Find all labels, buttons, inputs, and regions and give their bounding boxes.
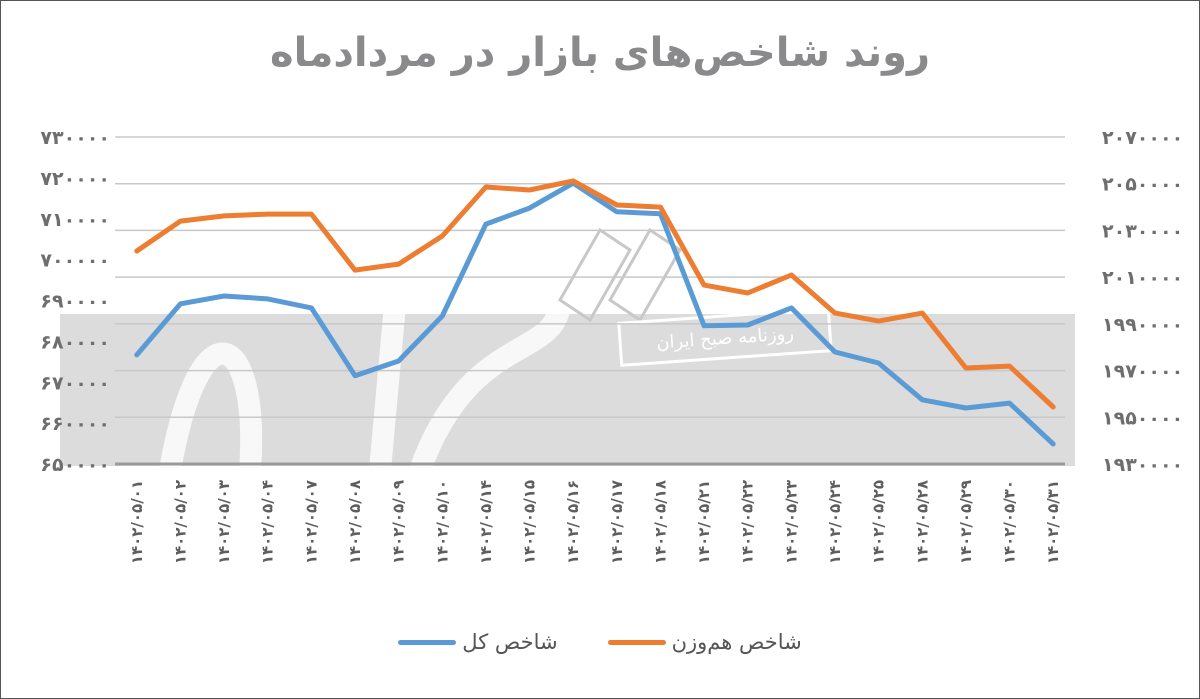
- svg-text:۶۶۰۰۰۰: ۶۶۰۰۰۰: [40, 413, 110, 435]
- gridlines: [115, 136, 1065, 466]
- svg-text:۱۴۰۲/۰۵/۱۸: ۱۴۰۲/۰۵/۱۸: [651, 480, 669, 564]
- svg-text:۶۵۰۰۰۰: ۶۵۰۰۰۰: [40, 454, 110, 476]
- y-axis-right: ۲۰۷۰۰۰۰ ۲۰۵۰۰۰۰ ۲۰۳۰۰۰۰ ۲۰۱۰۰۰۰ ۱۹۹۰۰۰۰ ۱۹۷۰۰…: [1102, 127, 1183, 476]
- series-line: [134, 180, 1056, 447]
- svg-text:۱۴۰۲/۰۵/۳۱: ۱۴۰۲/۰۵/۳۱: [1044, 480, 1062, 564]
- legend-label: شاخص هم‌وزن: [671, 630, 802, 654]
- svg-text:۲۰۱۰۰۰۰: ۲۰۱۰۰۰۰: [1102, 267, 1183, 289]
- svg-text:۱۴۰۲/۰۵/۰۷: ۱۴۰۲/۰۵/۰۷: [302, 480, 320, 564]
- svg-text:۱۹۳۰۰۰۰: ۱۹۳۰۰۰۰: [1102, 454, 1183, 476]
- svg-text:۱۴۰۲/۰۵/۱۴: ۱۴۰۲/۰۵/۱۴: [477, 480, 495, 564]
- svg-text:۱۴۰۲/۰۵/۰۳: ۱۴۰۲/۰۵/۰۳: [215, 480, 233, 564]
- chart-title: روند شاخص‌های بازار در مردادماه: [269, 30, 931, 76]
- svg-text:۱۴۰۲/۰۵/۱۶: ۱۴۰۲/۰۵/۱۶: [564, 480, 582, 564]
- svg-text:۱۹۹۰۰۰۰: ۱۹۹۰۰۰۰: [1102, 314, 1183, 336]
- legend-item-total: شاخص کل: [398, 630, 558, 654]
- svg-text:۱۴۰۲/۰۵/۲۴: ۱۴۰۲/۰۵/۲۴: [826, 480, 844, 564]
- svg-text:۱۴۰۲/۰۵/۱۷: ۱۴۰۲/۰۵/۱۷: [608, 480, 626, 564]
- svg-text:۱۴۰۲/۰۵/۲۹: ۱۴۰۲/۰۵/۲۹: [957, 480, 975, 564]
- svg-text:۱۴۰۲/۰۵/۰۸: ۱۴۰۲/۰۵/۰۸: [346, 480, 364, 564]
- svg-text:۱۴۰۲/۰۵/۰۴: ۱۴۰۲/۰۵/۰۴: [259, 480, 277, 564]
- legend-item-equal-weight: شاخص هم‌وزن: [607, 630, 802, 654]
- watermark: روزنامه صبح ایران: [60, 227, 1075, 474]
- svg-text:۱۴۰۲/۰۵/۱۵: ۱۴۰۲/۰۵/۱۵: [521, 480, 539, 564]
- series-lines: [134, 178, 1056, 447]
- svg-text:۱۴۰۲/۰۵/۲۱: ۱۴۰۲/۰۵/۲۱: [695, 480, 713, 564]
- svg-text:۱۴۰۲/۰۵/۰۱: ۱۴۰۲/۰۵/۰۱: [128, 480, 146, 564]
- svg-text:۱۴۰۲/۰۵/۳۰: ۱۴۰۲/۰۵/۳۰: [1001, 480, 1019, 564]
- svg-text:۷۲۰۰۰۰: ۷۲۰۰۰۰: [40, 168, 110, 190]
- svg-text:۱۴۰۲/۰۵/۲۳: ۱۴۰۲/۰۵/۲۳: [782, 480, 800, 564]
- y-axis-left: ۷۳۰۰۰۰ ۷۲۰۰۰۰ ۷۱۰۰۰۰ ۷۰۰۰۰۰ ۶۹۰۰۰۰ ۶۸۰۰۰۰ ۶۷۰۰…: [40, 127, 110, 476]
- svg-text:۷۰۰۰۰۰: ۷۰۰۰۰۰: [40, 250, 110, 272]
- svg-text:۱۹۵۰۰۰۰: ۱۹۵۰۰۰۰: [1102, 407, 1183, 429]
- svg-text:۱۴۰۲/۰۵/۰۲: ۱۴۰۲/۰۵/۰۲: [171, 480, 189, 564]
- svg-text:۲۰۳۰۰۰۰: ۲۰۳۰۰۰۰: [1102, 220, 1183, 242]
- svg-text:۲۰۵۰۰۰۰: ۲۰۵۰۰۰۰: [1102, 174, 1183, 196]
- svg-text:۱۴۰۲/۰۵/۰۹: ۱۴۰۲/۰۵/۰۹: [390, 480, 408, 564]
- svg-text:۱۴۰۲/۰۵/۱۰: ۱۴۰۲/۰۵/۱۰: [433, 480, 451, 564]
- svg-text:۶۸۰۰۰۰: ۶۸۰۰۰۰: [40, 331, 110, 353]
- legend-swatch-orange: [607, 639, 666, 645]
- legend-swatch-blue: [398, 639, 457, 645]
- svg-text:۱۹۷۰۰۰۰: ۱۹۷۰۰۰۰: [1102, 361, 1183, 383]
- legend: شاخص هم‌وزن شاخص کل: [0, 630, 1200, 654]
- svg-text:۱۴۰۲/۰۵/۲۲: ۱۴۰۲/۰۵/۲۲: [739, 480, 757, 564]
- svg-text:۶۹۰۰۰۰: ۶۹۰۰۰۰: [40, 291, 110, 313]
- series-line: [134, 178, 1056, 410]
- svg-text:۶۷۰۰۰۰: ۶۷۰۰۰۰: [40, 372, 110, 394]
- svg-text:۲۰۷۰۰۰۰: ۲۰۷۰۰۰۰: [1102, 127, 1183, 149]
- legend-label: شاخص کل: [462, 630, 558, 654]
- svg-text:۱۴۰۲/۰۵/۲۵: ۱۴۰۲/۰۵/۲۵: [870, 480, 888, 564]
- svg-text:۷۳۰۰۰۰: ۷۳۰۰۰۰: [40, 127, 110, 149]
- x-axis: ۱۴۰۲/۰۵/۰۱ ۱۴۰۲/۰۵/۰۲ ۱۴۰۲/۰۵/۰۳ ۱۴۰۲/۰۵/۰۴…: [128, 480, 1062, 564]
- svg-text:۱۴۰۲/۰۵/۲۸: ۱۴۰۲/۰۵/۲۸: [913, 480, 931, 564]
- svg-text:۷۱۰۰۰۰: ۷۱۰۰۰۰: [40, 209, 110, 231]
